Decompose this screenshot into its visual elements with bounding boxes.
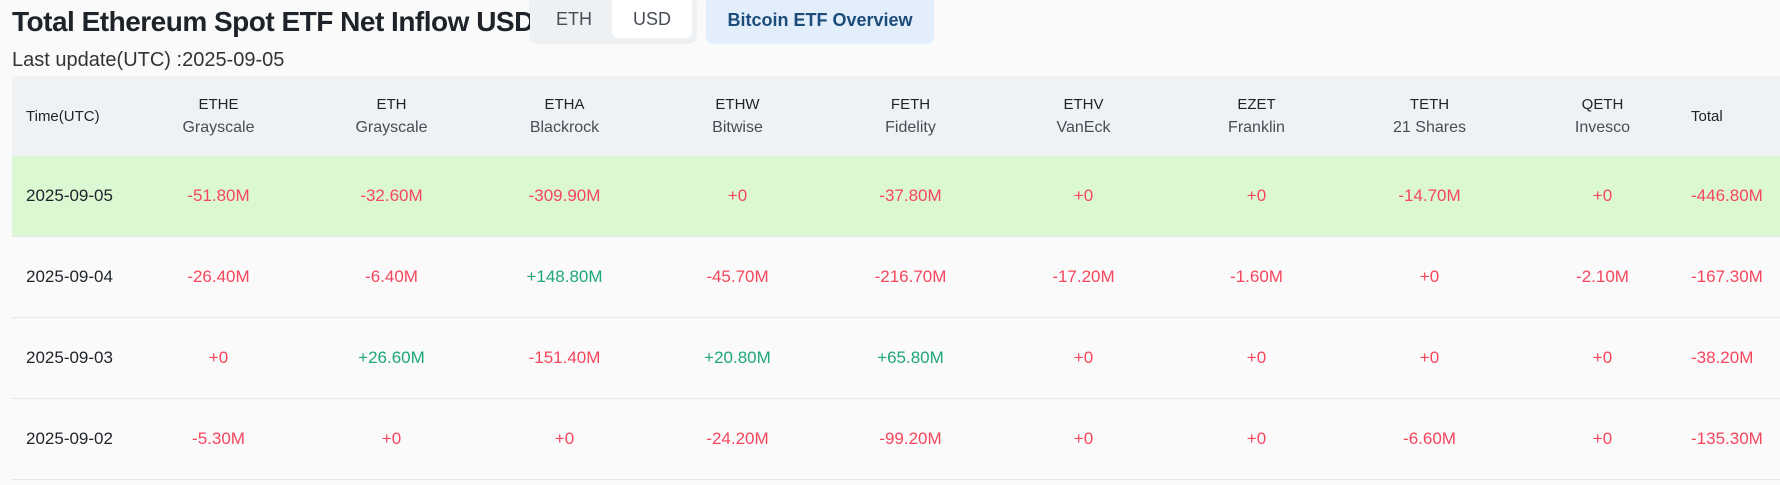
header-ticker: ETHA (544, 95, 585, 113)
header-ethv: ETHV VanEck (997, 76, 1170, 156)
total-cell: -135.30M (1689, 398, 1780, 480)
flow-cell: -32.60M (305, 156, 478, 237)
header-ethw: ETHW Bitwise (651, 76, 824, 156)
flow-cell: +20.80M (651, 317, 824, 399)
flow-cell: +65.80M (824, 317, 997, 399)
header-total: Total (1689, 76, 1780, 156)
flow-cell: -26.40M (132, 236, 305, 318)
row-date: 2025-09-05 (12, 156, 132, 237)
flow-cell: -99.20M (824, 398, 997, 480)
header-ticker: ETHW (715, 95, 760, 113)
table-row: 2025-09-05 -51.80M -32.60M -309.90M +0 -37.80… (12, 156, 1780, 237)
header-issuer: Fidelity (885, 118, 936, 136)
flow-cell: +0 (1516, 398, 1689, 480)
header-qeth: QETH Invesco (1516, 76, 1689, 156)
table-row: 2025-09-03 +0 +26.60M -151.40M +20.80M +65.80… (12, 317, 1780, 399)
header-feth: FETH Fidelity (824, 76, 997, 156)
flow-cell: +0 (1516, 317, 1689, 399)
header-ezet: EZET Franklin (1170, 76, 1343, 156)
flow-cell: -17.20M (997, 236, 1170, 318)
toggle-usd[interactable]: USD (612, 0, 692, 38)
header-issuer: 21 Shares (1393, 118, 1466, 136)
flow-cell: +0 (1170, 317, 1343, 399)
header-issuer: Franklin (1228, 118, 1285, 136)
flow-cell: -14.70M (1343, 156, 1516, 237)
header-issuer: VanEck (1056, 118, 1111, 136)
flow-cell: +148.80M (478, 236, 651, 318)
flow-cell: +0 (1343, 317, 1516, 399)
flow-cell: +0 (1343, 236, 1516, 318)
header-issuer: Blackrock (529, 118, 600, 136)
row-date: 2025-09-03 (12, 317, 132, 399)
flow-cell: +0 (651, 156, 824, 237)
toggle-eth[interactable]: ETH (556, 9, 592, 29)
flow-cell: -2.10M (1516, 236, 1689, 318)
flow-cell: +0 (478, 398, 651, 480)
total-cell: -446.80M (1689, 156, 1780, 237)
flow-cell: -24.20M (651, 398, 824, 480)
flow-cell: +0 (997, 156, 1170, 237)
etf-flow-table: Time(UTC) ETHE Grayscale ETH Grayscale ETHA B… (12, 76, 1780, 480)
flow-cell: -45.70M (651, 236, 824, 318)
header-eth: ETH Grayscale (305, 76, 478, 156)
flow-cell: +0 (997, 398, 1170, 480)
table-header-row: Time(UTC) ETHE Grayscale ETH Grayscale ETHA B… (12, 76, 1780, 156)
flow-cell: -309.90M (478, 156, 651, 237)
flow-cell: -216.70M (824, 236, 997, 318)
header-ticker: TETH (1409, 95, 1450, 113)
header-ethe: ETHE Grayscale (132, 76, 305, 156)
header-ticker: FETH (890, 95, 931, 113)
header-etha: ETHA Blackrock (478, 76, 651, 156)
flow-cell: -1.60M (1170, 236, 1343, 318)
flow-cell: +0 (1516, 156, 1689, 237)
page-title: Total Ethereum Spot ETF Net Inflow USD (12, 6, 534, 37)
header-issuer: Invesco (1574, 118, 1631, 136)
header-ticker: ETH (376, 95, 407, 113)
flow-cell: -5.30M (132, 398, 305, 480)
header-issuer: Grayscale (355, 118, 428, 136)
flow-cell: -6.60M (1343, 398, 1516, 480)
flow-cell: +0 (1170, 156, 1343, 237)
header-teth: TETH 21 Shares (1343, 76, 1516, 156)
header-ticker: EZET (1237, 95, 1276, 113)
header-issuer: Bitwise (712, 118, 763, 136)
header-ticker: ETHV (1063, 95, 1104, 113)
flow-cell: +0 (1170, 398, 1343, 480)
last-update: Last update(UTC) :2025-09-05 (12, 49, 285, 71)
table-row: 2025-09-04 -26.40M -6.40M +148.80M -45.70M -2… (12, 236, 1780, 318)
unit-toggle: ETH USD (530, 0, 696, 42)
flow-cell: +0 (132, 317, 305, 399)
header-ticker: ETHE (198, 95, 239, 113)
flow-cell: -51.80M (132, 156, 305, 237)
total-cell: -38.20M (1689, 317, 1780, 399)
total-cell: -167.30M (1689, 236, 1780, 318)
flow-cell: -151.40M (478, 317, 651, 399)
row-date: 2025-09-04 (12, 236, 132, 318)
bitcoin-etf-overview-button[interactable]: Bitcoin ETF Overview (706, 0, 934, 44)
flow-cell: -37.80M (824, 156, 997, 237)
header-time: Time(UTC) (12, 76, 132, 156)
header-ticker: QETH (1581, 95, 1624, 113)
flow-cell: +26.60M (305, 317, 478, 399)
flow-cell: +0 (305, 398, 478, 480)
header-issuer: Grayscale (182, 118, 255, 136)
row-date: 2025-09-02 (12, 398, 132, 480)
flow-cell: -6.40M (305, 236, 478, 318)
flow-cell: +0 (997, 317, 1170, 399)
table-row: 2025-09-02 -5.30M +0 +0 -24.20M -99.20M +0 +0 -6… (12, 398, 1780, 480)
